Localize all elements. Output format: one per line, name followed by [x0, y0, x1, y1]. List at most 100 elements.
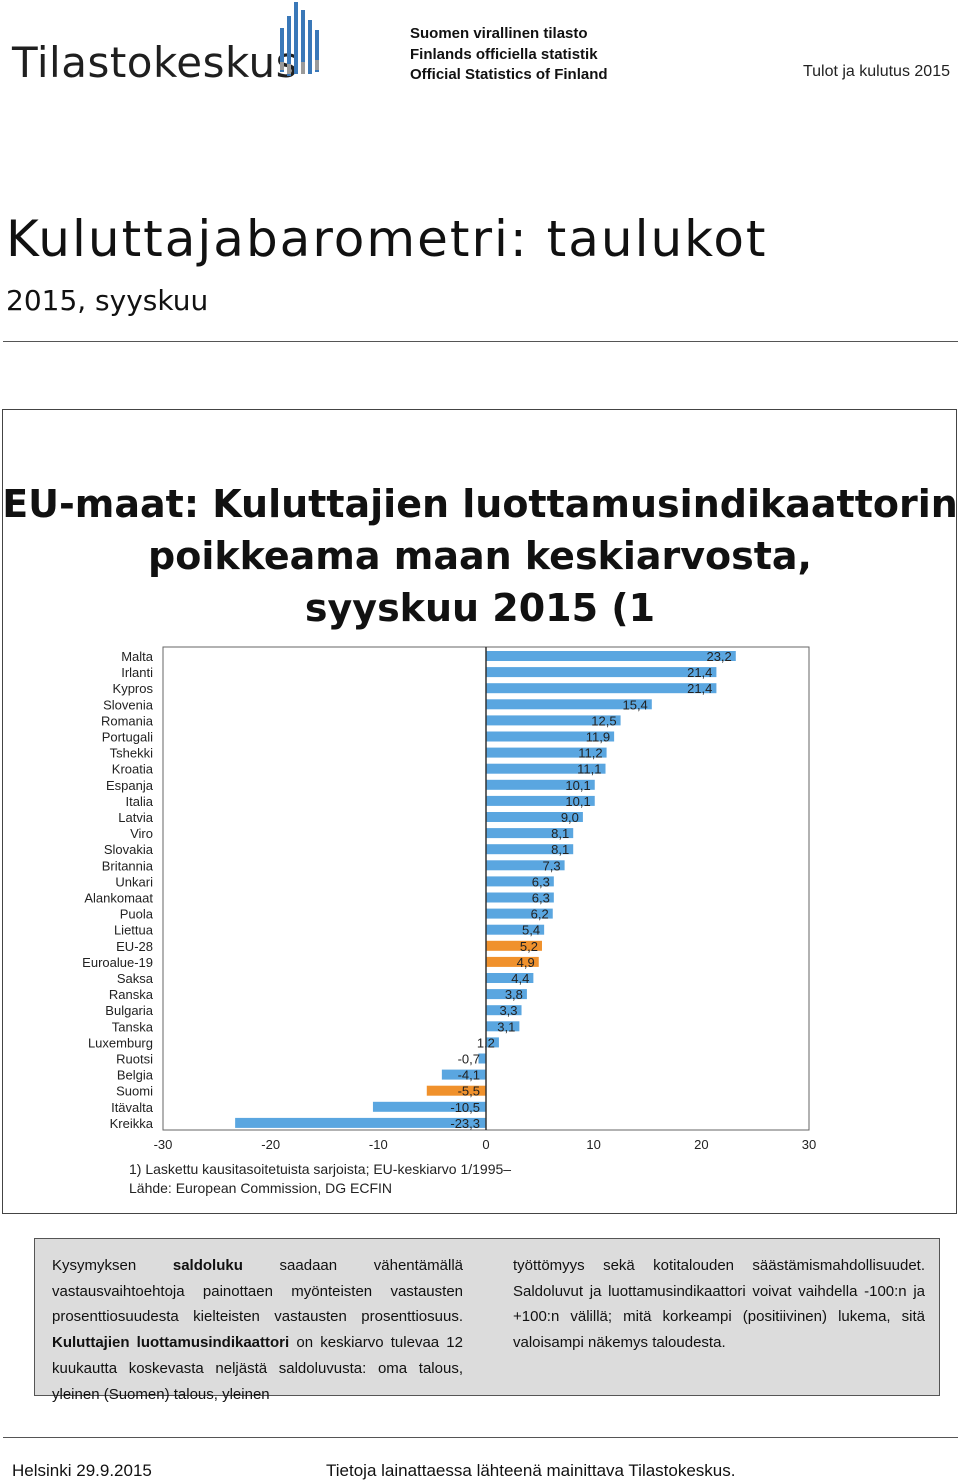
- value-label: 4,9: [517, 955, 535, 970]
- category-label: Euroalue-19: [82, 955, 153, 970]
- category-label: Kypros: [113, 681, 154, 696]
- bar-kroatia: [486, 763, 606, 774]
- org-line-fi: Suomen virallinen tilasto: [410, 25, 588, 42]
- footer-date: Helsinki 29.9.2015: [12, 1461, 152, 1480]
- bar-belgia: [441, 1069, 486, 1080]
- bar-luxemburg: [486, 1037, 499, 1048]
- bar-britannia: [486, 860, 565, 871]
- bar-kypros: [486, 683, 717, 694]
- bar-saksa: [486, 973, 534, 983]
- value-label: 5,4: [522, 923, 540, 938]
- bar-eu-28: [486, 940, 542, 951]
- page-title: Kuluttajabarometri: taulukot: [6, 210, 768, 268]
- divider-bottom: [3, 1437, 958, 1438]
- bar-ranska: [486, 989, 527, 1000]
- value-label: 3,1: [497, 1019, 515, 1034]
- value-label: 10,1: [565, 794, 590, 809]
- category-label: Unkari: [115, 874, 153, 889]
- bar-tanska: [486, 1021, 520, 1032]
- bar-latvia: [486, 812, 583, 822]
- info-box: Kysymyksen saldoluku saadaan vähentämäll…: [34, 1238, 940, 1403]
- category-label: Slovakia: [104, 842, 154, 857]
- chart-note-1: 1) Laskettu kausitasoitetuista sarjoista…: [129, 1161, 511, 1177]
- bar-ruotsi: [478, 1053, 486, 1064]
- logo-wordmark: Tilastokeskus: [12, 38, 299, 87]
- bar-itävalta: [372, 1101, 486, 1112]
- value-label: 6,3: [532, 874, 550, 889]
- value-label: -0,7: [458, 1052, 480, 1067]
- value-label: 6,2: [531, 907, 549, 922]
- x-tick-label: -30: [154, 1137, 173, 1152]
- bar-euroalue-19: [486, 956, 539, 967]
- category-label: Kreikka: [110, 1116, 154, 1131]
- bar-viro: [486, 828, 574, 839]
- category-label: Britannia: [102, 858, 154, 873]
- bar-slovenia: [486, 699, 652, 710]
- bar-suomi: [426, 1085, 486, 1096]
- bar-tshekki: [486, 747, 607, 758]
- category-label: Liettua: [114, 923, 154, 938]
- logo-bars-icon: [280, 2, 319, 76]
- category-label: Slovenia: [103, 697, 154, 712]
- value-label: -5,5: [458, 1084, 480, 1099]
- value-label: 7,3: [543, 858, 561, 873]
- info-text-left: Kysymyksen saldoluku saadaan vähentämäll…: [52, 1257, 463, 1403]
- divider-top: [3, 341, 958, 342]
- bar-italia: [486, 795, 595, 806]
- value-label: 3,3: [499, 1003, 517, 1018]
- bar-espanja: [486, 779, 595, 790]
- category-label: Suomi: [116, 1084, 153, 1099]
- series-name: Tulot ja kulutus 2015: [802, 63, 950, 80]
- category-label: Saksa: [117, 971, 154, 986]
- value-label: 23,2: [706, 649, 731, 664]
- bar-irlanti: [486, 667, 717, 678]
- bar-liettua: [486, 924, 545, 935]
- category-label: Itävalta: [111, 1100, 154, 1115]
- value-label: 21,4: [687, 681, 712, 696]
- chart-title-line-3: syyskuu 2015 (1: [305, 586, 655, 630]
- category-label: Ranska: [109, 987, 154, 1002]
- footer-citation: Tietoja lainattaessa lähteenä mainittava…: [326, 1461, 736, 1480]
- category-label: Italia: [126, 794, 154, 809]
- value-label: 11,1: [577, 762, 601, 777]
- x-tick-label: 30: [802, 1137, 816, 1152]
- bar-puola: [486, 908, 553, 919]
- value-label: -23,3: [450, 1116, 480, 1131]
- bar-malta: [486, 651, 736, 661]
- value-label: 6,3: [532, 891, 550, 906]
- org-line-sv: Finlands officiella statistik: [410, 46, 598, 63]
- category-label: Viro: [130, 826, 153, 841]
- x-tick-label: -10: [369, 1137, 388, 1152]
- category-label: Tshekki: [110, 746, 153, 761]
- value-label: 12,5: [591, 713, 616, 728]
- value-label: 8,1: [551, 826, 569, 841]
- chart-title-line-2: poikkeama maan keskiarvosta,: [148, 534, 812, 578]
- value-label: 5,2: [520, 939, 538, 954]
- bars-group: Malta 23,2 Irlanti 21,4 Kypros 21,4 Slovenia 15…: [82, 647, 736, 1131]
- category-label: Portugali: [102, 730, 153, 745]
- bar-chart: EU-maat: Kuluttajien luottamusindikaatto…: [2, 482, 957, 1196]
- value-label: 11,9: [586, 730, 610, 745]
- category-label: Tanska: [112, 1019, 154, 1034]
- bar-slovakia: [486, 844, 574, 855]
- value-label: 10,1: [565, 778, 590, 793]
- category-label: Kroatia: [112, 762, 154, 777]
- value-label: 4,4: [511, 971, 529, 986]
- category-label: Espanja: [106, 778, 154, 793]
- value-label: -10,5: [450, 1100, 480, 1115]
- bar-romania: [486, 715, 621, 726]
- value-label: 9,0: [561, 810, 579, 825]
- x-tick-label: 10: [586, 1137, 600, 1152]
- bar-bulgaria: [486, 1005, 522, 1016]
- chart-title-line-1: EU-maat: Kuluttajien luottamusindikaatto…: [2, 482, 957, 526]
- category-label: Malta: [121, 649, 154, 664]
- value-label: -4,1: [458, 1068, 480, 1083]
- category-label: Puola: [120, 907, 154, 922]
- value-label: 3,8: [505, 987, 523, 1002]
- bar-portugali: [486, 731, 615, 742]
- x-axis-ticks: -30 -20 -10 0 10 20 30: [154, 1137, 817, 1152]
- page-subtitle: 2015, syyskuu: [6, 284, 209, 317]
- category-label: Irlanti: [121, 665, 153, 680]
- chart-note-source: Lähde: European Commission, DG ECFIN: [129, 1180, 392, 1196]
- x-tick-label: 20: [694, 1137, 708, 1152]
